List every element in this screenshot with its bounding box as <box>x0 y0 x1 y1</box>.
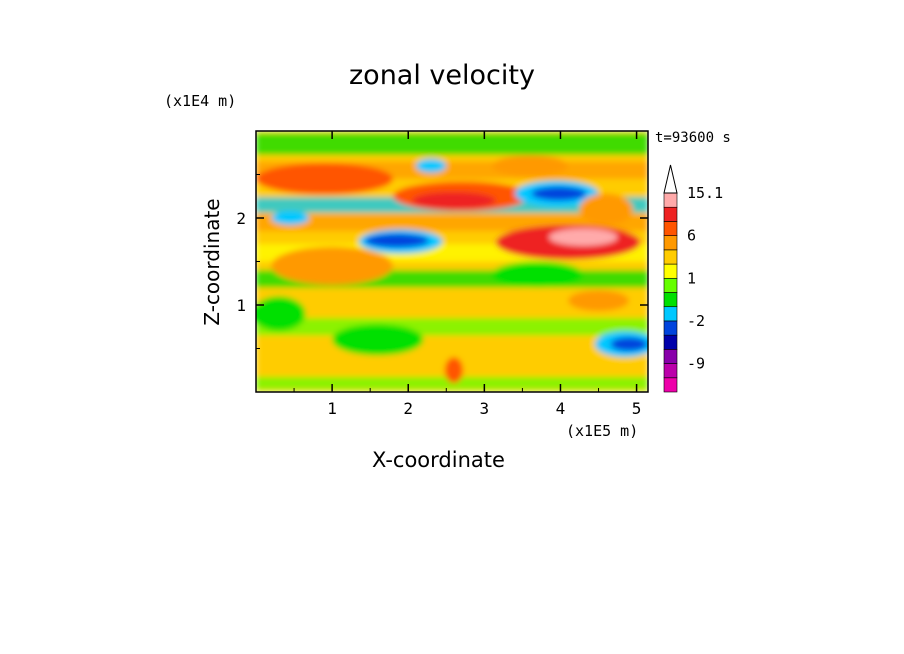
colorbar-segment <box>663 206 678 222</box>
x-axis-unit: (x1E5 m) <box>566 422 639 440</box>
colorbar-segment <box>663 192 678 208</box>
colorbar-segment <box>663 334 678 350</box>
x-axis-label: X-coordinate <box>372 448 505 472</box>
time-label: t=93600 s <box>655 130 731 146</box>
colorbar-label: 1 <box>687 269 696 287</box>
colorbar: 15.1 6 1 -2 -9 <box>663 164 723 393</box>
colorbar-segment <box>663 349 678 364</box>
colorbar-segment <box>663 363 678 379</box>
x-tick-label: 5 <box>632 399 642 418</box>
field-blob <box>568 290 629 312</box>
x-tick-label: 3 <box>480 399 490 418</box>
x-tick-label: 1 <box>327 399 337 418</box>
x-tick-label: 2 <box>403 399 413 418</box>
field-blob <box>412 191 496 210</box>
x-axis-ticks: 1 2 3 4 5 <box>293 131 642 418</box>
chart-title: zonal velocity <box>349 60 535 91</box>
field-blob <box>491 155 569 177</box>
colorbar-segment <box>663 377 678 393</box>
colorbar-label: 6 <box>687 227 696 245</box>
field-band <box>256 376 648 390</box>
field-blob <box>610 337 648 352</box>
colorbar-segment <box>663 306 678 322</box>
field-blob <box>531 186 587 201</box>
field-blob <box>332 324 424 356</box>
field-band <box>256 318 648 336</box>
colorbar-segment <box>663 263 678 279</box>
field-blob <box>271 211 310 225</box>
colorbar-label: -2 <box>687 312 705 330</box>
colorbar-segment <box>663 292 678 308</box>
field-blob <box>415 158 447 173</box>
colorbar-label: 15.1 <box>687 184 723 202</box>
colorbar-segment <box>663 249 678 265</box>
field-blob <box>364 233 429 248</box>
y-axis-unit: (x1E4 m) <box>164 92 237 110</box>
field-blob <box>271 246 394 285</box>
colorbar-segment <box>663 221 678 236</box>
field-blob <box>491 261 584 288</box>
colorbar-segment <box>663 277 678 293</box>
field-blob <box>256 296 306 332</box>
field-blob <box>444 357 464 384</box>
colorbar-segment <box>663 320 678 336</box>
contour-field <box>256 131 648 392</box>
x-tick-label: 4 <box>556 399 566 418</box>
colorbar-label: -9 <box>687 355 705 373</box>
colorbar-extension <box>663 164 678 194</box>
field-band <box>256 294 648 308</box>
colorbar-segment <box>663 235 678 251</box>
field-band <box>256 133 648 155</box>
y-tick-label: 1 <box>236 296 246 315</box>
field-blob <box>256 163 394 195</box>
y-tick-label: 2 <box>236 209 246 228</box>
y-axis-ticks: 12 <box>236 174 648 349</box>
field-blob <box>549 228 618 246</box>
field-blob <box>579 193 633 225</box>
